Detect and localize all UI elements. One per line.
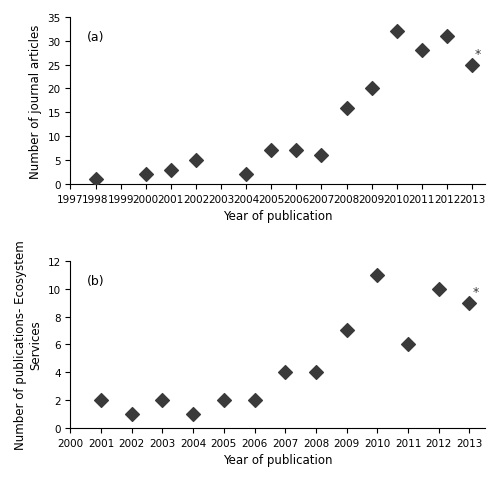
Point bbox=[443, 33, 451, 41]
Point bbox=[158, 396, 166, 404]
Point bbox=[97, 396, 105, 404]
Point bbox=[312, 369, 320, 376]
Point bbox=[393, 28, 401, 36]
Y-axis label: Number of journal articles: Number of journal articles bbox=[29, 24, 42, 178]
Point bbox=[434, 285, 442, 293]
Point bbox=[466, 299, 473, 307]
Point bbox=[342, 105, 350, 112]
Point bbox=[368, 85, 376, 93]
Point bbox=[189, 410, 197, 418]
Point bbox=[128, 410, 136, 418]
Point bbox=[268, 147, 276, 155]
X-axis label: Year of publication: Year of publication bbox=[223, 210, 332, 223]
Point bbox=[192, 157, 200, 165]
Text: *: * bbox=[475, 48, 482, 60]
Point bbox=[468, 61, 476, 69]
Point bbox=[250, 396, 258, 404]
Point bbox=[342, 327, 350, 335]
Y-axis label: Number of publications- Ecosystem
Services: Number of publications- Ecosystem Servic… bbox=[14, 240, 42, 449]
Text: (a): (a) bbox=[87, 31, 104, 44]
Point bbox=[404, 341, 412, 348]
Text: *: * bbox=[472, 286, 478, 299]
Point bbox=[92, 176, 100, 183]
Point bbox=[374, 271, 382, 279]
Point bbox=[292, 147, 300, 155]
X-axis label: Year of publication: Year of publication bbox=[223, 453, 332, 466]
Point bbox=[220, 396, 228, 404]
Point bbox=[167, 167, 175, 174]
Point bbox=[242, 171, 250, 179]
Point bbox=[281, 369, 289, 376]
Point bbox=[418, 48, 426, 55]
Point bbox=[142, 171, 150, 179]
Text: (b): (b) bbox=[87, 275, 104, 288]
Point bbox=[318, 152, 326, 160]
